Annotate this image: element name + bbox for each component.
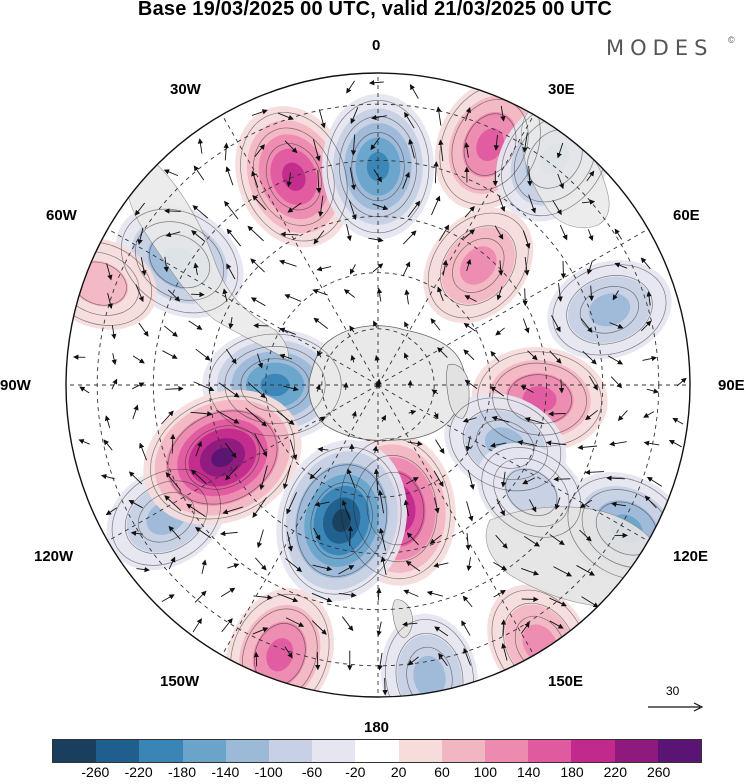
wind-vector-arrow [191, 294, 204, 295]
lon-label-150w: 150W [160, 673, 199, 690]
colorbar-segment [53, 740, 96, 762]
colorbar-tick-label: -140 [211, 764, 239, 780]
colorbar-segment [183, 740, 226, 762]
colorbar-tick-label: -20 [345, 764, 365, 780]
colorbar-tick-label: 140 [517, 764, 540, 780]
colorbar-tick-label: 180 [560, 764, 583, 780]
lon-label-0: 0 [372, 37, 380, 54]
lon-label-30w: 30W [170, 81, 201, 98]
wind-vector-arrow [256, 653, 257, 667]
colorbar-tick-label: 60 [434, 764, 450, 780]
lon-label-90e: 90E [718, 377, 745, 394]
colorbar-tick-label: -180 [168, 764, 196, 780]
lon-label-120e: 120E [673, 548, 708, 565]
colorbar-tick-label: -260 [81, 764, 109, 780]
polar-stereographic-map [0, 0, 750, 735]
antarctica-shape [309, 326, 465, 441]
lon-label-60w: 60W [46, 207, 77, 224]
colorbar-segment [269, 740, 312, 762]
reference-vector-label: 30 [666, 684, 679, 698]
wind-vector-arrow [165, 211, 181, 212]
colorbar-tick-label: 260 [647, 764, 670, 780]
colorbar-ticks: -260 -220 -180 -140 -100 -60 -20 20 60 100 140 180 2… [0, 764, 750, 784]
colorbar-segment [615, 740, 658, 762]
map-title: Base 19/03/2025 00 UTC, valid 21/03/2025… [0, 0, 750, 21]
colorbar-segment [658, 740, 701, 762]
lon-label-180: 180 [364, 719, 389, 736]
lon-label-60e: 60E [673, 207, 700, 224]
lon-label-30e: 30E [548, 81, 575, 98]
colorbar-segment [485, 740, 528, 762]
lon-label-150e: 150E [548, 673, 583, 690]
colorbar-tick-label: 220 [604, 764, 627, 780]
colorbar-segment [528, 740, 571, 762]
colorbar-segment [312, 740, 355, 762]
colorbar-tick-label: -220 [125, 764, 153, 780]
colorbar-segment [139, 740, 182, 762]
brand-logo: MODES [606, 36, 713, 60]
colorbar-segment [399, 740, 442, 762]
colorbar-tick-label: -100 [255, 764, 283, 780]
wind-vector-arrow [563, 261, 564, 278]
colorbar-segment [96, 740, 139, 762]
colorbar-segment [571, 740, 614, 762]
colorbar-segment [355, 740, 398, 762]
lon-label-90w: 90W [0, 377, 31, 394]
colorbar-tick-label: 20 [391, 764, 407, 780]
wind-vector-arrow [346, 383, 347, 390]
colorbar-tick-label: 100 [474, 764, 497, 780]
colorbar-segment [442, 740, 485, 762]
lon-label-120w: 120W [34, 548, 73, 565]
colorbar [52, 739, 702, 763]
colorbar-segment [226, 740, 269, 762]
colorbar-tick-label: -60 [302, 764, 322, 780]
wind-vector-arrow [317, 652, 318, 670]
reference-vector-arrow [646, 700, 706, 714]
wind-vector-arrow [549, 414, 566, 415]
wind-vector-arrow [525, 288, 526, 305]
brand-copyright-mark: © [728, 35, 735, 45]
south-pole-marker [376, 383, 381, 388]
